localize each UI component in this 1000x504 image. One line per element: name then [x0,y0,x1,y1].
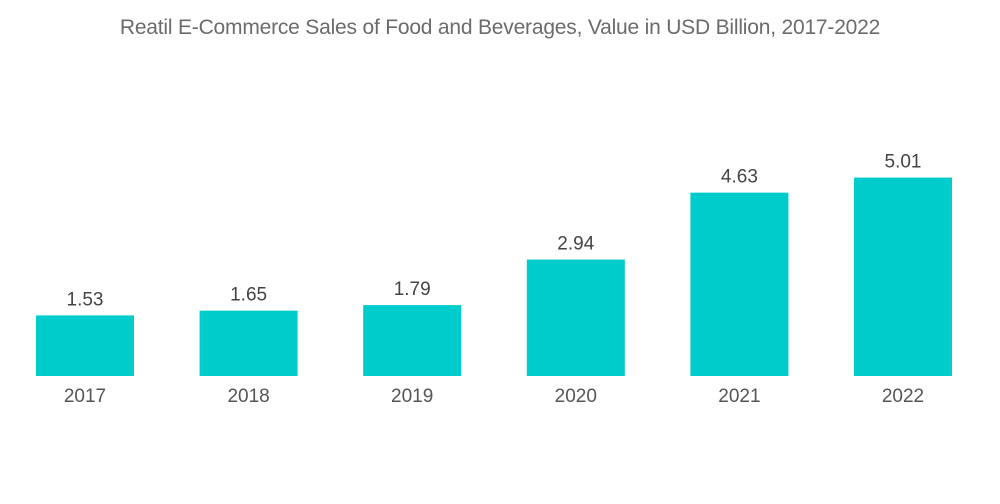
bar-2021 [690,192,789,376]
value-label-2021: 4.63 [721,167,758,188]
x-tick-2017: 2017 [64,386,106,407]
x-tick-2018: 2018 [227,386,269,407]
value-label-2019: 1.79 [394,279,431,300]
bar-2017 [36,315,134,376]
x-tick-2022: 2022 [882,386,924,407]
chart-title: Reatil E-Commerce Sales of Food and Beve… [119,16,881,39]
bar-2018 [199,310,298,376]
x-tick-2021: 2021 [718,386,760,407]
bar-2019 [363,305,462,376]
x-tick-2019: 2019 [391,386,433,407]
value-label-2020: 2.94 [557,234,594,255]
bar-2020 [526,259,625,376]
bar-2022 [854,177,952,376]
x-tick-2020: 2020 [555,386,597,407]
value-label-2022: 5.01 [885,152,922,173]
value-label-2018: 1.65 [230,285,267,306]
value-label-2017: 1.53 [67,289,104,310]
